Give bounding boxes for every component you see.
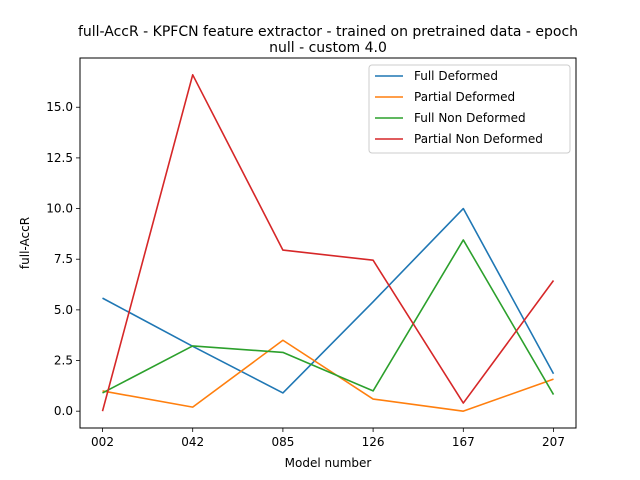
x-tick-label: 042 bbox=[181, 435, 204, 449]
legend-label-partial-deformed: Partial Deformed bbox=[414, 90, 515, 104]
x-axis-label: Model number bbox=[285, 456, 372, 470]
chart-title-line-1: full-AccR - KPFCN feature extractor - tr… bbox=[78, 24, 578, 40]
series-line-partial-deformed bbox=[102, 339, 554, 412]
x-tick-label: 207 bbox=[542, 435, 565, 449]
x-tick-label: 002 bbox=[91, 435, 114, 449]
x-tick-label: 167 bbox=[452, 435, 475, 449]
x-tick-label: 085 bbox=[271, 435, 294, 449]
legend-label-partial-non-deformed: Partial Non Deformed bbox=[414, 132, 543, 146]
y-tick-label: 7.5 bbox=[54, 252, 73, 266]
series-lines bbox=[101, 74, 555, 412]
plot-area bbox=[79, 57, 577, 429]
series-line-partial-non-deformed bbox=[101, 74, 555, 412]
y-axis: 0.0 2.5 5.0 7.5 10.0 12.5 15.0 bbox=[46, 100, 80, 418]
x-axis: 002 042 085 126 167 207 bbox=[91, 428, 565, 449]
legend-label-full-deformed: Full Deformed bbox=[414, 69, 498, 83]
y-axis-label: full-AccR bbox=[18, 217, 32, 269]
y-tick-label: 0.0 bbox=[54, 404, 73, 418]
legend: Full Deformed Partial Deformed Full Non De… bbox=[368, 64, 571, 154]
legend-frame bbox=[368, 64, 571, 154]
y-tick-label: 2.5 bbox=[54, 354, 73, 368]
y-tick-label: 10.0 bbox=[46, 202, 73, 216]
y-tick-label: 15.0 bbox=[46, 100, 73, 114]
chart-title-line-2: null - custom 4.0 bbox=[269, 40, 387, 56]
y-tick-label: 5.0 bbox=[54, 303, 73, 317]
legend-label-full-non-deformed: Full Non Deformed bbox=[414, 111, 526, 125]
series-line-full-non-deformed bbox=[102, 239, 555, 395]
series-line-full-deformed bbox=[102, 207, 555, 394]
y-tick-label: 12.5 bbox=[46, 151, 73, 165]
x-tick-label: 126 bbox=[362, 435, 385, 449]
